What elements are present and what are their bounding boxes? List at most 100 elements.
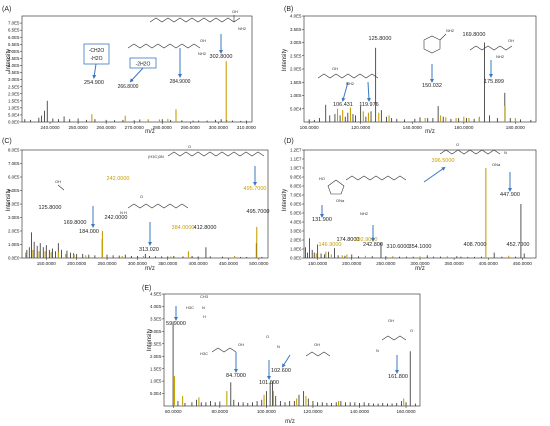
panel-d: (D) Intensity m/z 150.0000 200.0000 250.00… [282, 138, 537, 272]
structure-c-tail: (H3C)3N [148, 154, 164, 159]
x-tick-label: 160.0000 [454, 125, 474, 130]
panel-a-axes: 240.0000 250.0000 260.0000 270.0000 280.0000… [8, 15, 257, 130]
structure-e-hydroxybutyrate [305, 351, 331, 357]
y-tick-label: 1.1E7 [290, 157, 302, 162]
structure-b-chain-2 [469, 45, 513, 51]
peak-label-150-032: 150.032 [422, 83, 442, 89]
y-tick-label: 0.0E0 [8, 120, 20, 125]
peak-label-125-8c: 125.8000 [39, 205, 62, 211]
x-tick-label: 250.0000 [376, 261, 396, 266]
structure-e-oh-2: OH [314, 342, 320, 347]
panel-b-label: (B) [284, 6, 293, 13]
structure-c-phos-bond [57, 184, 65, 191]
structure-b: OH NH2 NH2 OH NH2 [317, 28, 514, 86]
arrow-b-2 [366, 81, 371, 102]
panel-c-peaks [25, 226, 263, 258]
panel-e-ylabel: Intensity [147, 329, 153, 351]
y-tick-label: 2.0E5 [8, 229, 20, 234]
y-tick-label: 3.0E5 [8, 77, 20, 82]
x-tick-label: 310.0000 [237, 125, 257, 130]
peak-label-302-8: 302.8000 [210, 54, 233, 60]
y-tick-label: 1.5E5 [290, 80, 302, 85]
panel-e-label: (E) [142, 285, 151, 292]
structure-b-oh-1: OH [332, 66, 338, 71]
structure-e-nplus-3: N [376, 348, 379, 353]
peak-label-161-8: 161.800 [388, 374, 408, 380]
peak-label-131-9: 131.900 [312, 217, 332, 223]
structure-e-o-1: O [266, 334, 269, 339]
y-tick-label: 9.0E6 [290, 175, 302, 180]
y-tick-label: 8.0E5 [8, 148, 20, 153]
x-tick-label: 350.0000 [445, 261, 465, 266]
panel-d-ylabel: Intensity [282, 189, 288, 211]
arrow-d-3 [423, 166, 446, 183]
panel-b-annotations: 106.431 119.976 125.8000 150.032 169.800… [333, 32, 504, 108]
peak-label-313: 313.020 [139, 247, 159, 253]
panel-e-peaks [172, 321, 416, 406]
structure-c: (H3C)3N O OH N H O [55, 144, 265, 215]
peak-label-242-hi: 242.0000 [107, 176, 130, 182]
y-tick-label: 3.0E6 [290, 229, 302, 234]
panel-c-xlabel: m/z [145, 266, 155, 272]
structure-a-sphinganine: OH NH2 OH NH2 [127, 9, 247, 56]
x-tick-label: 160.0000 [396, 409, 416, 414]
structure-e-carnitine [381, 335, 407, 341]
y-tick-label: 5.0E5 [8, 188, 20, 193]
x-tick-label: 300.0000 [209, 125, 229, 130]
structure-d-ring [327, 179, 345, 195]
panel-a: (A) Intensity m/z 240.0000 250.0000 260.00… [2, 6, 256, 135]
structure-d-nplus: N [504, 150, 507, 155]
panel-c-annotations: 125.8000 169.8000 184.000 242.0000 242.0… [39, 166, 270, 253]
y-tick-label: 4.5E5 [8, 56, 20, 61]
peak-label-396-5: 396.5000 [432, 158, 455, 164]
x-tick-label: 290.0000 [181, 125, 201, 130]
panel-a-annotations: 254.900 266.8000 284.9000 302.8000 -CH2O… [83, 34, 233, 90]
structure-e-nplus-2: N [277, 344, 280, 349]
y-tick-label: 4.0E5 [8, 202, 20, 207]
panel-e-axes: 60.0000 80.0000 100.0000 120.0000 140.0000 16… [150, 292, 421, 414]
y-tick-label: 5.0E6 [290, 211, 302, 216]
peak-label-146-9: 146.9000 [319, 242, 342, 248]
peak-label-495-7: 495.7000 [247, 209, 270, 215]
peak-label-254-9: 254.900 [84, 80, 104, 86]
structure-c-nh: N H [120, 210, 127, 215]
structure-e-nplus-1: N [202, 305, 205, 310]
panel-b-xlabel: m/z [425, 129, 435, 135]
x-tick-label: 250.0000 [69, 125, 89, 130]
peak-label-354-1: 354.1000 [409, 244, 432, 250]
y-tick-label: 1.0E5 [290, 93, 302, 98]
loss-label-ch2o: -CH2O [89, 48, 105, 54]
loss-box-ch2o-h2o [83, 43, 110, 65]
y-tick-label: 4.0E5 [150, 304, 162, 309]
y-tick-label: 3.0E5 [150, 329, 162, 334]
arrow-b-1 [341, 81, 349, 102]
panel-a-ylabel: Intensity [6, 49, 12, 71]
structure-b-ring [423, 35, 441, 54]
structure-a2-chain [127, 43, 201, 49]
y-tick-label: 2.5E5 [150, 341, 162, 346]
x-tick-label: 270.0000 [125, 125, 145, 130]
y-tick-label: 2.5E5 [8, 84, 20, 89]
panel-c-ylabel: Intensity [6, 189, 12, 211]
peak-label-242-8: 242.800 [363, 242, 383, 248]
y-tick-label: 1.0E6 [290, 247, 302, 252]
peak-label-242: 242.0000 [105, 215, 128, 221]
peak-label-184: 184.000 [79, 229, 99, 235]
y-tick-label: 2.0E6 [290, 238, 302, 243]
peak-label-84-7: 84.7000 [226, 373, 246, 379]
structure-e-h3c-2: H3C [200, 351, 208, 356]
x-tick-label: 350.0000 [158, 261, 178, 266]
y-tick-label: 2.0E5 [8, 91, 20, 96]
panel-b-axes: 100.0000 120.0000 140.0000 160.0000 180.0000… [290, 14, 537, 130]
structure-c-oh: OH [55, 179, 61, 184]
structure-c-chain-1 [167, 151, 265, 157]
y-tick-label: 6.0E6 [290, 202, 302, 207]
plot-frame [21, 149, 269, 259]
y-tick-label: 6.0E5 [8, 175, 20, 180]
peak-label-101-6: 101.600 [259, 380, 279, 386]
x-tick-label: 140.0000 [350, 409, 370, 414]
y-tick-label: 3.5E5 [8, 70, 20, 75]
x-tick-label: 400.0000 [189, 261, 209, 266]
x-tick-label: 250.0000 [97, 261, 117, 266]
